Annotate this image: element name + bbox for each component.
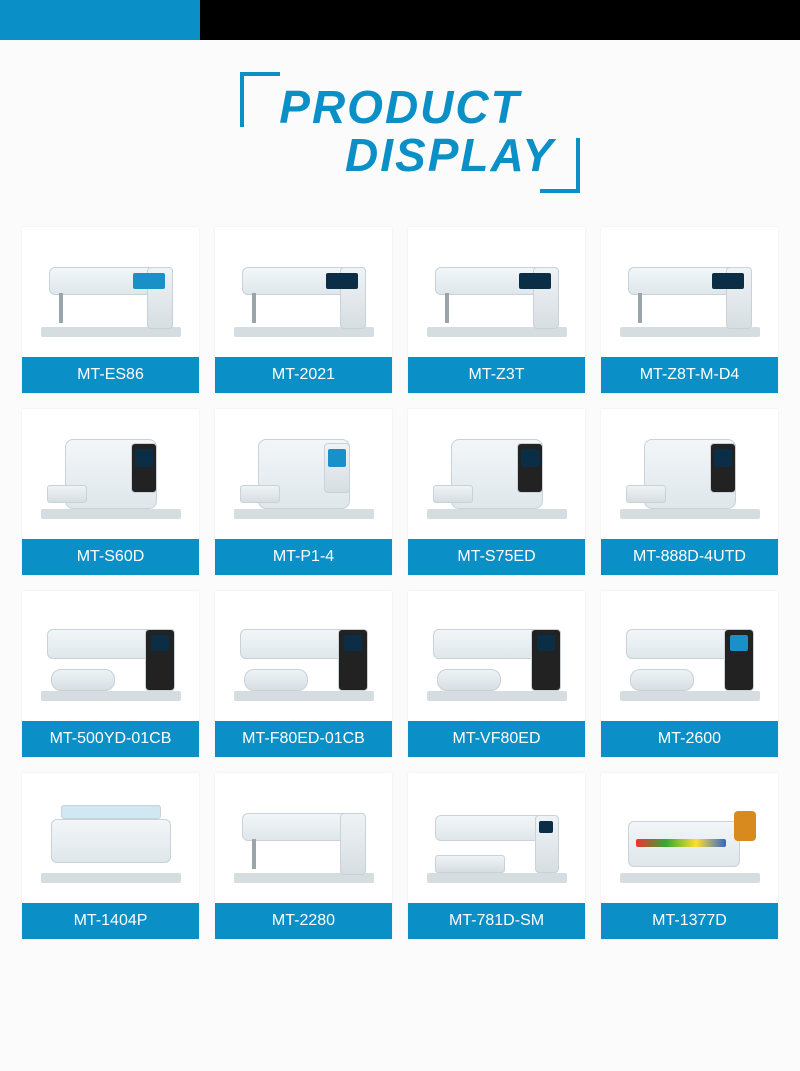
product-image xyxy=(215,409,392,539)
product-card[interactable]: MT-1404P xyxy=(22,773,199,939)
product-model-label: MT-2280 xyxy=(215,903,392,939)
product-model-label: MT-888D-4UTD xyxy=(601,539,778,575)
page-title-block: PRODUCT DISPLAY xyxy=(0,80,800,182)
product-card[interactable]: MT-2021 xyxy=(215,227,392,393)
product-card[interactable]: MT-S75ED xyxy=(408,409,585,575)
product-card[interactable]: MT-888D-4UTD xyxy=(601,409,778,575)
product-model-label: MT-F80ED-01CB xyxy=(215,721,392,757)
product-model-label: MT-VF80ED xyxy=(408,721,585,757)
product-model-label: MT-500YD-01CB xyxy=(22,721,199,757)
product-model-label: MT-S60D xyxy=(22,539,199,575)
product-image xyxy=(22,227,199,357)
header-bar-black xyxy=(200,0,800,40)
header-bar-blue xyxy=(0,0,200,40)
product-card[interactable]: MT-F80ED-01CB xyxy=(215,591,392,757)
product-model-label: MT-1377D xyxy=(601,903,778,939)
page-title-line1: PRODUCT xyxy=(279,80,520,134)
title-bracket-bottom xyxy=(540,138,580,193)
product-image xyxy=(22,409,199,539)
header-color-bar xyxy=(0,0,800,40)
product-card[interactable]: MT-Z8T-M-D4 xyxy=(601,227,778,393)
product-image xyxy=(601,409,778,539)
product-model-label: MT-Z8T-M-D4 xyxy=(601,357,778,393)
product-image xyxy=(215,773,392,903)
product-image xyxy=(601,591,778,721)
title-bracket-top xyxy=(240,72,280,127)
product-image xyxy=(408,409,585,539)
product-card[interactable]: MT-2280 xyxy=(215,773,392,939)
product-image xyxy=(408,773,585,903)
product-model-label: MT-Z3T xyxy=(408,357,585,393)
product-model-label: MT-2021 xyxy=(215,357,392,393)
product-card[interactable]: MT-Z3T xyxy=(408,227,585,393)
product-image xyxy=(215,227,392,357)
product-model-label: MT-1404P xyxy=(22,903,199,939)
product-card[interactable]: MT-1377D xyxy=(601,773,778,939)
product-image xyxy=(22,591,199,721)
product-card[interactable]: MT-S60D xyxy=(22,409,199,575)
product-model-label: MT-S75ED xyxy=(408,539,585,575)
product-model-label: MT-P1-4 xyxy=(215,539,392,575)
product-card[interactable]: MT-781D-SM xyxy=(408,773,585,939)
product-grid: MT-ES86 MT-2021 MT-Z3T MT-Z8T-M-D4 MT-S60D MT… xyxy=(0,227,800,969)
product-model-label: MT-781D-SM xyxy=(408,903,585,939)
product-card[interactable]: MT-2600 xyxy=(601,591,778,757)
product-image xyxy=(215,591,392,721)
page-title-line2: DISPLAY xyxy=(0,128,800,182)
product-model-label: MT-ES86 xyxy=(22,357,199,393)
product-card[interactable]: MT-500YD-01CB xyxy=(22,591,199,757)
product-card[interactable]: MT-VF80ED xyxy=(408,591,585,757)
product-image xyxy=(408,591,585,721)
product-card[interactable]: MT-P1-4 xyxy=(215,409,392,575)
product-image xyxy=(601,773,778,903)
product-image xyxy=(601,227,778,357)
product-card[interactable]: MT-ES86 xyxy=(22,227,199,393)
product-image xyxy=(22,773,199,903)
product-model-label: MT-2600 xyxy=(601,721,778,757)
product-image xyxy=(408,227,585,357)
